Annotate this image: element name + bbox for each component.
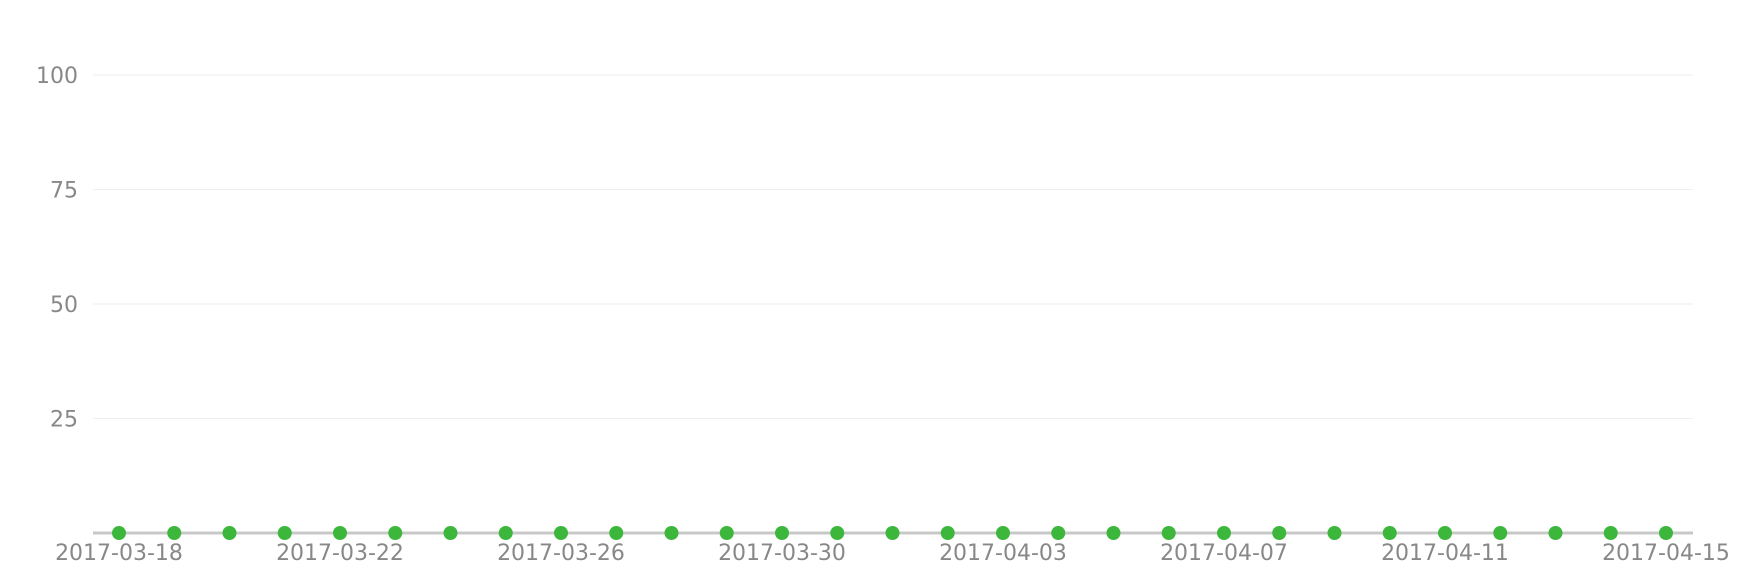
y-axis: 25 50 75 100 [36, 64, 78, 433]
x-tick-label: 2017-03-30 [718, 541, 846, 566]
data-point [222, 526, 237, 540]
data-point [277, 526, 292, 540]
data-point [1217, 526, 1231, 540]
x-tick-label: 2017-03-18 [55, 541, 183, 566]
data-point [940, 526, 955, 540]
data-point [1161, 526, 1176, 540]
data-point [1603, 526, 1618, 540]
x-tick-label: 2017-03-26 [497, 541, 625, 566]
y-tick-label: 25 [50, 408, 78, 433]
data-point [830, 526, 845, 540]
data-point [609, 526, 624, 540]
data-point [885, 526, 900, 540]
data-point [1051, 526, 1066, 540]
x-tick-label: 2017-04-11 [1381, 541, 1509, 566]
y-tick-label: 100 [36, 64, 78, 89]
data-point [554, 526, 568, 540]
x-tick-label: 2017-04-03 [939, 541, 1067, 566]
data-point [1493, 526, 1508, 540]
grid-lines [93, 74, 1693, 535]
data-point [1106, 526, 1121, 540]
series [112, 526, 1673, 540]
data-point [1272, 526, 1287, 540]
data-point [1659, 526, 1673, 540]
data-point [167, 526, 182, 540]
data-point [112, 526, 126, 540]
data-point [1382, 526, 1397, 540]
y-tick-label: 75 [50, 179, 78, 204]
data-point [388, 526, 403, 540]
x-tick-label: 2017-03-22 [276, 541, 404, 566]
data-point [1438, 526, 1452, 540]
data-point [498, 526, 513, 540]
x-axis: 2017-03-18 2017-03-22 2017-03-26 2017-03-30… [55, 541, 1730, 566]
data-point [333, 526, 347, 540]
data-point [996, 526, 1010, 540]
y-tick-label: 50 [50, 293, 78, 318]
data-point [664, 526, 679, 540]
data-point [775, 526, 789, 540]
data-point [719, 526, 734, 540]
x-tick-label: 2017-04-15 [1602, 541, 1730, 566]
data-point [1548, 526, 1563, 540]
data-point [1327, 526, 1342, 540]
data-point [443, 526, 458, 540]
x-tick-label: 2017-04-07 [1160, 541, 1288, 566]
